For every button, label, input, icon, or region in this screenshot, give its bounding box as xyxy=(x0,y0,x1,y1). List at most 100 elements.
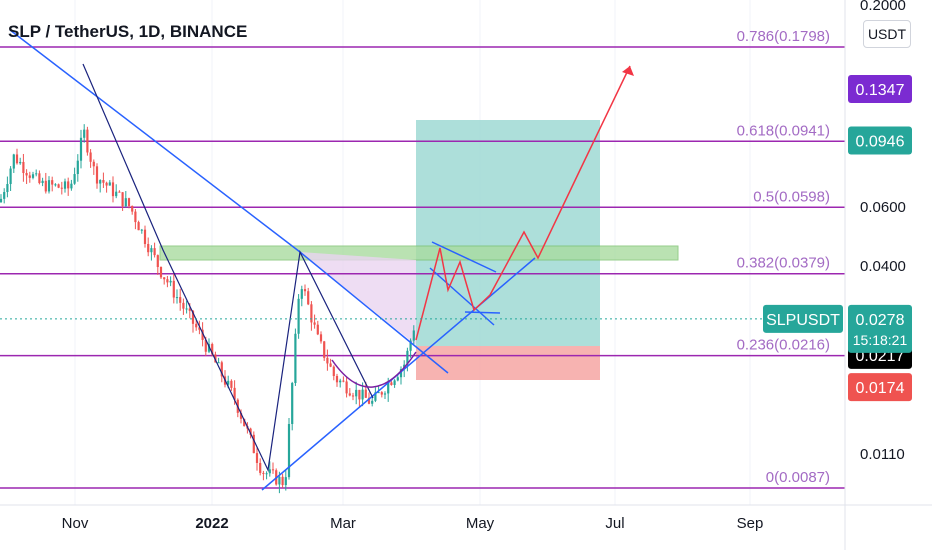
candle-body xyxy=(121,192,124,207)
candle-body xyxy=(175,297,179,299)
candle-body xyxy=(252,434,255,454)
candle-body xyxy=(127,198,131,206)
candle-body xyxy=(297,298,300,334)
candle-body xyxy=(374,392,377,401)
candle-body xyxy=(3,192,6,199)
candle-body xyxy=(287,424,291,478)
candle-body xyxy=(361,389,364,400)
candle-body xyxy=(115,191,118,197)
candle-body xyxy=(179,297,182,303)
fib-label: 0.382(0.0379) xyxy=(737,255,830,272)
fib-label: 0.618(0.0941) xyxy=(737,122,830,139)
fib-label: 0.236(0.0216) xyxy=(737,337,830,354)
candle-body xyxy=(60,187,63,189)
price-axis-label: 0.0110 xyxy=(860,446,905,463)
candle-body xyxy=(134,211,137,223)
candle-body xyxy=(233,387,236,400)
candle-body xyxy=(63,181,67,189)
candle-body xyxy=(387,382,390,394)
candle-body xyxy=(249,428,252,435)
candle-body xyxy=(124,198,127,207)
candle-body xyxy=(12,154,15,169)
candle-body xyxy=(89,152,92,162)
candle-body xyxy=(102,180,105,183)
candle-body xyxy=(355,389,358,397)
projection-path[interactable] xyxy=(415,65,631,341)
profit-zone[interactable] xyxy=(416,120,600,346)
price-badge xyxy=(848,373,912,402)
candle-body xyxy=(198,327,201,330)
candle-body xyxy=(9,168,12,185)
candle-body xyxy=(153,248,156,256)
candle-body xyxy=(310,304,313,323)
candle-body xyxy=(278,476,281,485)
candle-body xyxy=(284,477,287,486)
candle-body xyxy=(169,280,172,283)
candle-body xyxy=(182,302,185,309)
candle-body xyxy=(51,180,54,185)
candle-body xyxy=(41,180,44,184)
currency-unit-button[interactable]: USDT xyxy=(863,20,911,48)
candle-body xyxy=(195,323,198,328)
candle-body xyxy=(281,476,284,486)
candle-body xyxy=(99,180,102,184)
flag-upper-line xyxy=(431,241,497,273)
candle-body xyxy=(79,137,83,161)
candle-body xyxy=(220,362,223,377)
zigzag-pattern[interactable] xyxy=(82,63,374,473)
candle-body xyxy=(156,255,159,268)
candle-body xyxy=(92,161,95,167)
last-price-badge xyxy=(848,304,912,353)
candle-body xyxy=(313,322,316,325)
candle-body xyxy=(243,418,246,427)
candle-body xyxy=(371,400,374,404)
candle-body xyxy=(303,289,307,292)
bar-countdown: 15:18:21 xyxy=(853,332,908,348)
candle-body xyxy=(86,129,89,153)
candle-body xyxy=(28,175,31,178)
descending-trend-line xyxy=(9,29,301,253)
candle-body xyxy=(201,329,204,340)
candle-body xyxy=(57,184,60,188)
candle-body xyxy=(108,182,111,186)
candle-body xyxy=(239,412,243,419)
candle-body xyxy=(406,350,409,365)
candle-body xyxy=(83,129,86,138)
candle-body xyxy=(211,344,214,355)
time-axis[interactable]: Nov 2022 Mar May Jul Sep xyxy=(62,515,764,532)
candle-body xyxy=(150,248,153,253)
projection-arrow-head xyxy=(622,66,634,76)
candle-body xyxy=(268,469,271,474)
candle-body xyxy=(105,182,108,186)
fib-lines: 0.786(0.1798) 0.618(0.0941) 0.5(0.0598) 0.3… xyxy=(0,28,845,489)
loss-zone[interactable] xyxy=(416,346,600,380)
fib-label: 0(0.0087) xyxy=(766,469,830,486)
candle-body xyxy=(191,310,195,324)
candle-body xyxy=(265,473,268,475)
fib-label: 0.5(0.0598) xyxy=(753,188,830,205)
candle-body xyxy=(137,222,140,231)
last-price-value: 0.0278 xyxy=(856,312,905,329)
candle-body xyxy=(70,183,73,189)
candle-body xyxy=(383,393,387,395)
candle-body xyxy=(255,453,259,463)
candle-body xyxy=(367,397,371,404)
resistance-zone[interactable] xyxy=(159,245,679,261)
flag-right-line xyxy=(464,311,501,314)
candle-body xyxy=(0,198,3,203)
fib-label: 0.786(0.1798) xyxy=(737,28,830,45)
candle-body xyxy=(6,184,9,193)
candle-body xyxy=(111,182,115,197)
candle-body xyxy=(291,383,294,425)
candle-body xyxy=(67,181,70,189)
price-axis[interactable]: 0.2000 0.0600 0.0400 0.0110 xyxy=(860,0,906,463)
price-badge-value: 0.0946 xyxy=(856,134,905,151)
candle-body xyxy=(262,472,265,474)
candle-body xyxy=(316,324,319,335)
candle-body xyxy=(323,341,326,358)
candle-body xyxy=(409,340,412,351)
candle-body xyxy=(131,205,134,212)
candle-body xyxy=(140,229,143,231)
candle-body xyxy=(31,174,35,178)
